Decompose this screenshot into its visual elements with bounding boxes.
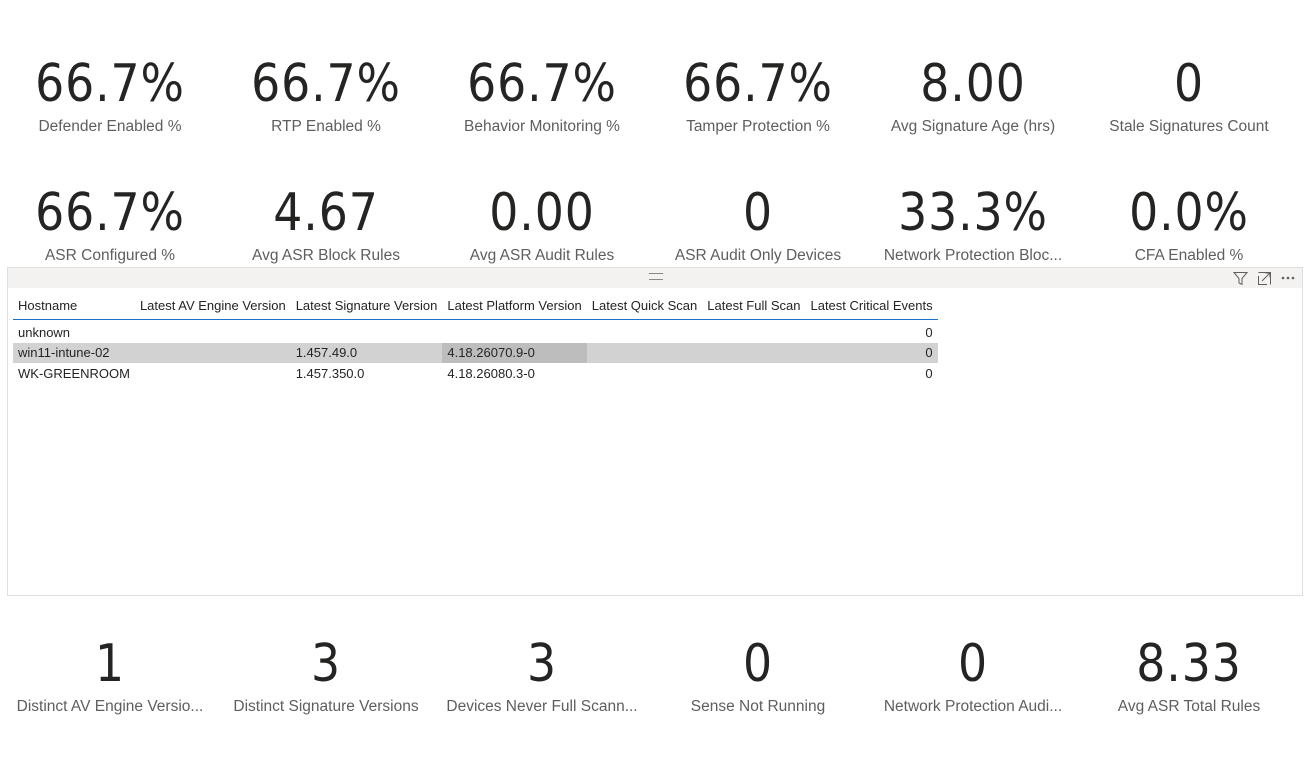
kpi-value: 0.0% bbox=[1129, 183, 1249, 243]
cell-full-scan bbox=[702, 320, 805, 343]
kpi-card-distinct-av-engine-versions[interactable]: 1 Distinct AV Engine Versio... bbox=[4, 599, 216, 729]
device-table: Hostname Latest AV Engine Version Latest… bbox=[13, 292, 938, 384]
cell-signature-version bbox=[291, 320, 443, 343]
table-row[interactable]: win11-intune-02 1.457.49.0 4.18.26070.9-… bbox=[13, 342, 938, 363]
kpi-card-avg-asr-audit-rules[interactable]: 0.00 Avg ASR Audit Rules bbox=[436, 130, 648, 264]
kpi-card-sense-not-running[interactable]: 0 Sense Not Running bbox=[652, 599, 864, 729]
cell-hostname: unknown bbox=[18, 324, 71, 340]
kpi-value: 8.33 bbox=[1136, 634, 1242, 694]
kpi-card-asr-configured[interactable]: 66.7% ASR Configured % bbox=[4, 130, 216, 264]
kpi-card-devices-never-full-scanned[interactable]: 3 Devices Never Full Scann... bbox=[436, 599, 648, 729]
focus-mode-icon[interactable] bbox=[1256, 270, 1272, 286]
kpi-label: Sense Not Running bbox=[690, 698, 826, 715]
kpi-value: 33.3% bbox=[898, 183, 1048, 243]
kpi-label: ASR Configured % bbox=[44, 247, 176, 264]
cell-signature-version: 1.457.49.0 bbox=[290, 342, 443, 363]
cell-full-scan bbox=[702, 363, 805, 384]
kpi-value: 0 bbox=[742, 183, 774, 243]
cell-critical-events: 0 bbox=[925, 324, 933, 340]
kpi-value: 4.67 bbox=[273, 183, 379, 243]
cell-av-engine-version bbox=[135, 320, 291, 343]
cell-platform-version bbox=[442, 320, 586, 343]
kpi-value: 8.00 bbox=[920, 54, 1026, 114]
kpi-value: 0 bbox=[1173, 54, 1205, 114]
cell-full-scan bbox=[702, 342, 806, 363]
cell-platform-version: 4.18.26070.9-0 bbox=[442, 342, 587, 363]
kpi-row-2: 66.7% ASR Configured % 4.67 Avg ASR Bloc… bbox=[0, 130, 1311, 264]
kpi-value: 0 bbox=[957, 634, 989, 694]
kpi-row-1: 66.7% Defender Enabled % 66.7% RTP Enabl… bbox=[0, 0, 1311, 135]
cell-av-engine-version bbox=[134, 342, 291, 363]
kpi-card-distinct-signature-versions[interactable]: 3 Distinct Signature Versions bbox=[220, 599, 432, 729]
kpi-value: 0 bbox=[742, 634, 774, 694]
kpi-label: Avg ASR Audit Rules bbox=[469, 247, 615, 264]
table-row[interactable]: WK-GREENROOM 1.457.350.0 4.18.26080.3-0 … bbox=[13, 363, 938, 384]
kpi-value: 66.7% bbox=[35, 183, 185, 243]
kpi-card-avg-asr-block-rules[interactable]: 4.67 Avg ASR Block Rules bbox=[220, 130, 432, 264]
device-table-visual[interactable]: Hostname Latest AV Engine Version Latest… bbox=[7, 267, 1303, 596]
column-header-quick-scan[interactable]: Latest Quick Scan bbox=[586, 292, 703, 320]
cell-av-engine-version bbox=[135, 363, 291, 384]
kpi-label: CFA Enabled % bbox=[1134, 247, 1244, 264]
kpi-value: 3 bbox=[310, 634, 342, 694]
filter-icon[interactable] bbox=[1232, 270, 1248, 286]
kpi-card-network-protection-block[interactable]: 33.3% Network Protection Bloc... bbox=[867, 130, 1079, 264]
cell-hostname: win11-intune-02 bbox=[13, 342, 135, 363]
kpi-card-behavior-monitoring[interactable]: 66.7% Behavior Monitoring % bbox=[436, 0, 648, 135]
drag-grip-icon[interactable] bbox=[649, 273, 663, 280]
cell-quick-scan bbox=[586, 342, 703, 363]
kpi-card-stale-signatures[interactable]: 0 Stale Signatures Count bbox=[1083, 0, 1295, 135]
kpi-value: 0.00 bbox=[489, 183, 595, 243]
visual-header bbox=[8, 268, 1302, 288]
column-header-hostname[interactable]: Hostname bbox=[13, 292, 135, 320]
kpi-card-avg-asr-total-rules[interactable]: 8.33 Avg ASR Total Rules bbox=[1083, 599, 1295, 729]
column-header-critical-events[interactable]: Latest Critical Events bbox=[805, 292, 938, 320]
column-header-platform-version[interactable]: Latest Platform Version bbox=[442, 292, 587, 320]
cell-critical-events: 0 bbox=[925, 365, 933, 381]
kpi-label: Avg ASR Block Rules bbox=[252, 247, 400, 264]
cell-quick-scan bbox=[587, 320, 703, 343]
kpi-value: 66.7% bbox=[251, 54, 401, 114]
kpi-label: Distinct AV Engine Versio... bbox=[16, 698, 204, 715]
kpi-card-avg-signature-age[interactable]: 8.00 Avg Signature Age (hrs) bbox=[867, 0, 1079, 135]
kpi-card-rtp-enabled[interactable]: 66.7% RTP Enabled % bbox=[220, 0, 432, 135]
kpi-value: 66.7% bbox=[35, 54, 185, 114]
kpi-label: ASR Audit Only Devices bbox=[674, 247, 842, 264]
kpi-label: Network Protection Audi... bbox=[883, 698, 1063, 715]
cell-signature-version: 1.457.350.0 bbox=[295, 365, 365, 381]
more-options-icon[interactable] bbox=[1280, 270, 1296, 286]
table-header-row: Hostname Latest AV Engine Version Latest… bbox=[13, 292, 938, 320]
kpi-label: Devices Never Full Scann... bbox=[446, 698, 638, 715]
cell-platform-version: 4.18.26080.3-0 bbox=[447, 365, 535, 381]
cell-critical-events: 0 bbox=[805, 342, 938, 363]
kpi-label: Network Protection Bloc... bbox=[883, 247, 1063, 264]
kpi-card-cfa-enabled[interactable]: 0.0% CFA Enabled % bbox=[1083, 130, 1295, 264]
kpi-label: Distinct Signature Versions bbox=[233, 698, 419, 715]
kpi-value: 3 bbox=[526, 634, 558, 694]
kpi-value: 1 bbox=[94, 634, 126, 694]
kpi-card-defender-enabled[interactable]: 66.7% Defender Enabled % bbox=[4, 0, 216, 135]
kpi-card-asr-audit-only-devices[interactable]: 0 ASR Audit Only Devices bbox=[652, 130, 864, 264]
kpi-value: 66.7% bbox=[467, 54, 617, 114]
kpi-card-tamper-protection[interactable]: 66.7% Tamper Protection % bbox=[652, 0, 864, 135]
kpi-label: Avg ASR Total Rules bbox=[1117, 698, 1261, 715]
kpi-row-3: 1 Distinct AV Engine Versio... 3 Distinc… bbox=[0, 599, 1311, 729]
kpi-value: 66.7% bbox=[683, 54, 833, 114]
kpi-card-network-protection-audit[interactable]: 0 Network Protection Audi... bbox=[867, 599, 1079, 729]
cell-quick-scan bbox=[587, 363, 703, 384]
column-header-av-engine-version[interactable]: Latest AV Engine Version bbox=[134, 292, 291, 320]
column-header-signature-version[interactable]: Latest Signature Version bbox=[290, 292, 443, 320]
cell-hostname: WK-GREENROOM bbox=[18, 365, 130, 381]
column-header-full-scan[interactable]: Latest Full Scan bbox=[702, 292, 806, 320]
table-row[interactable]: unknown 0 bbox=[13, 320, 938, 343]
